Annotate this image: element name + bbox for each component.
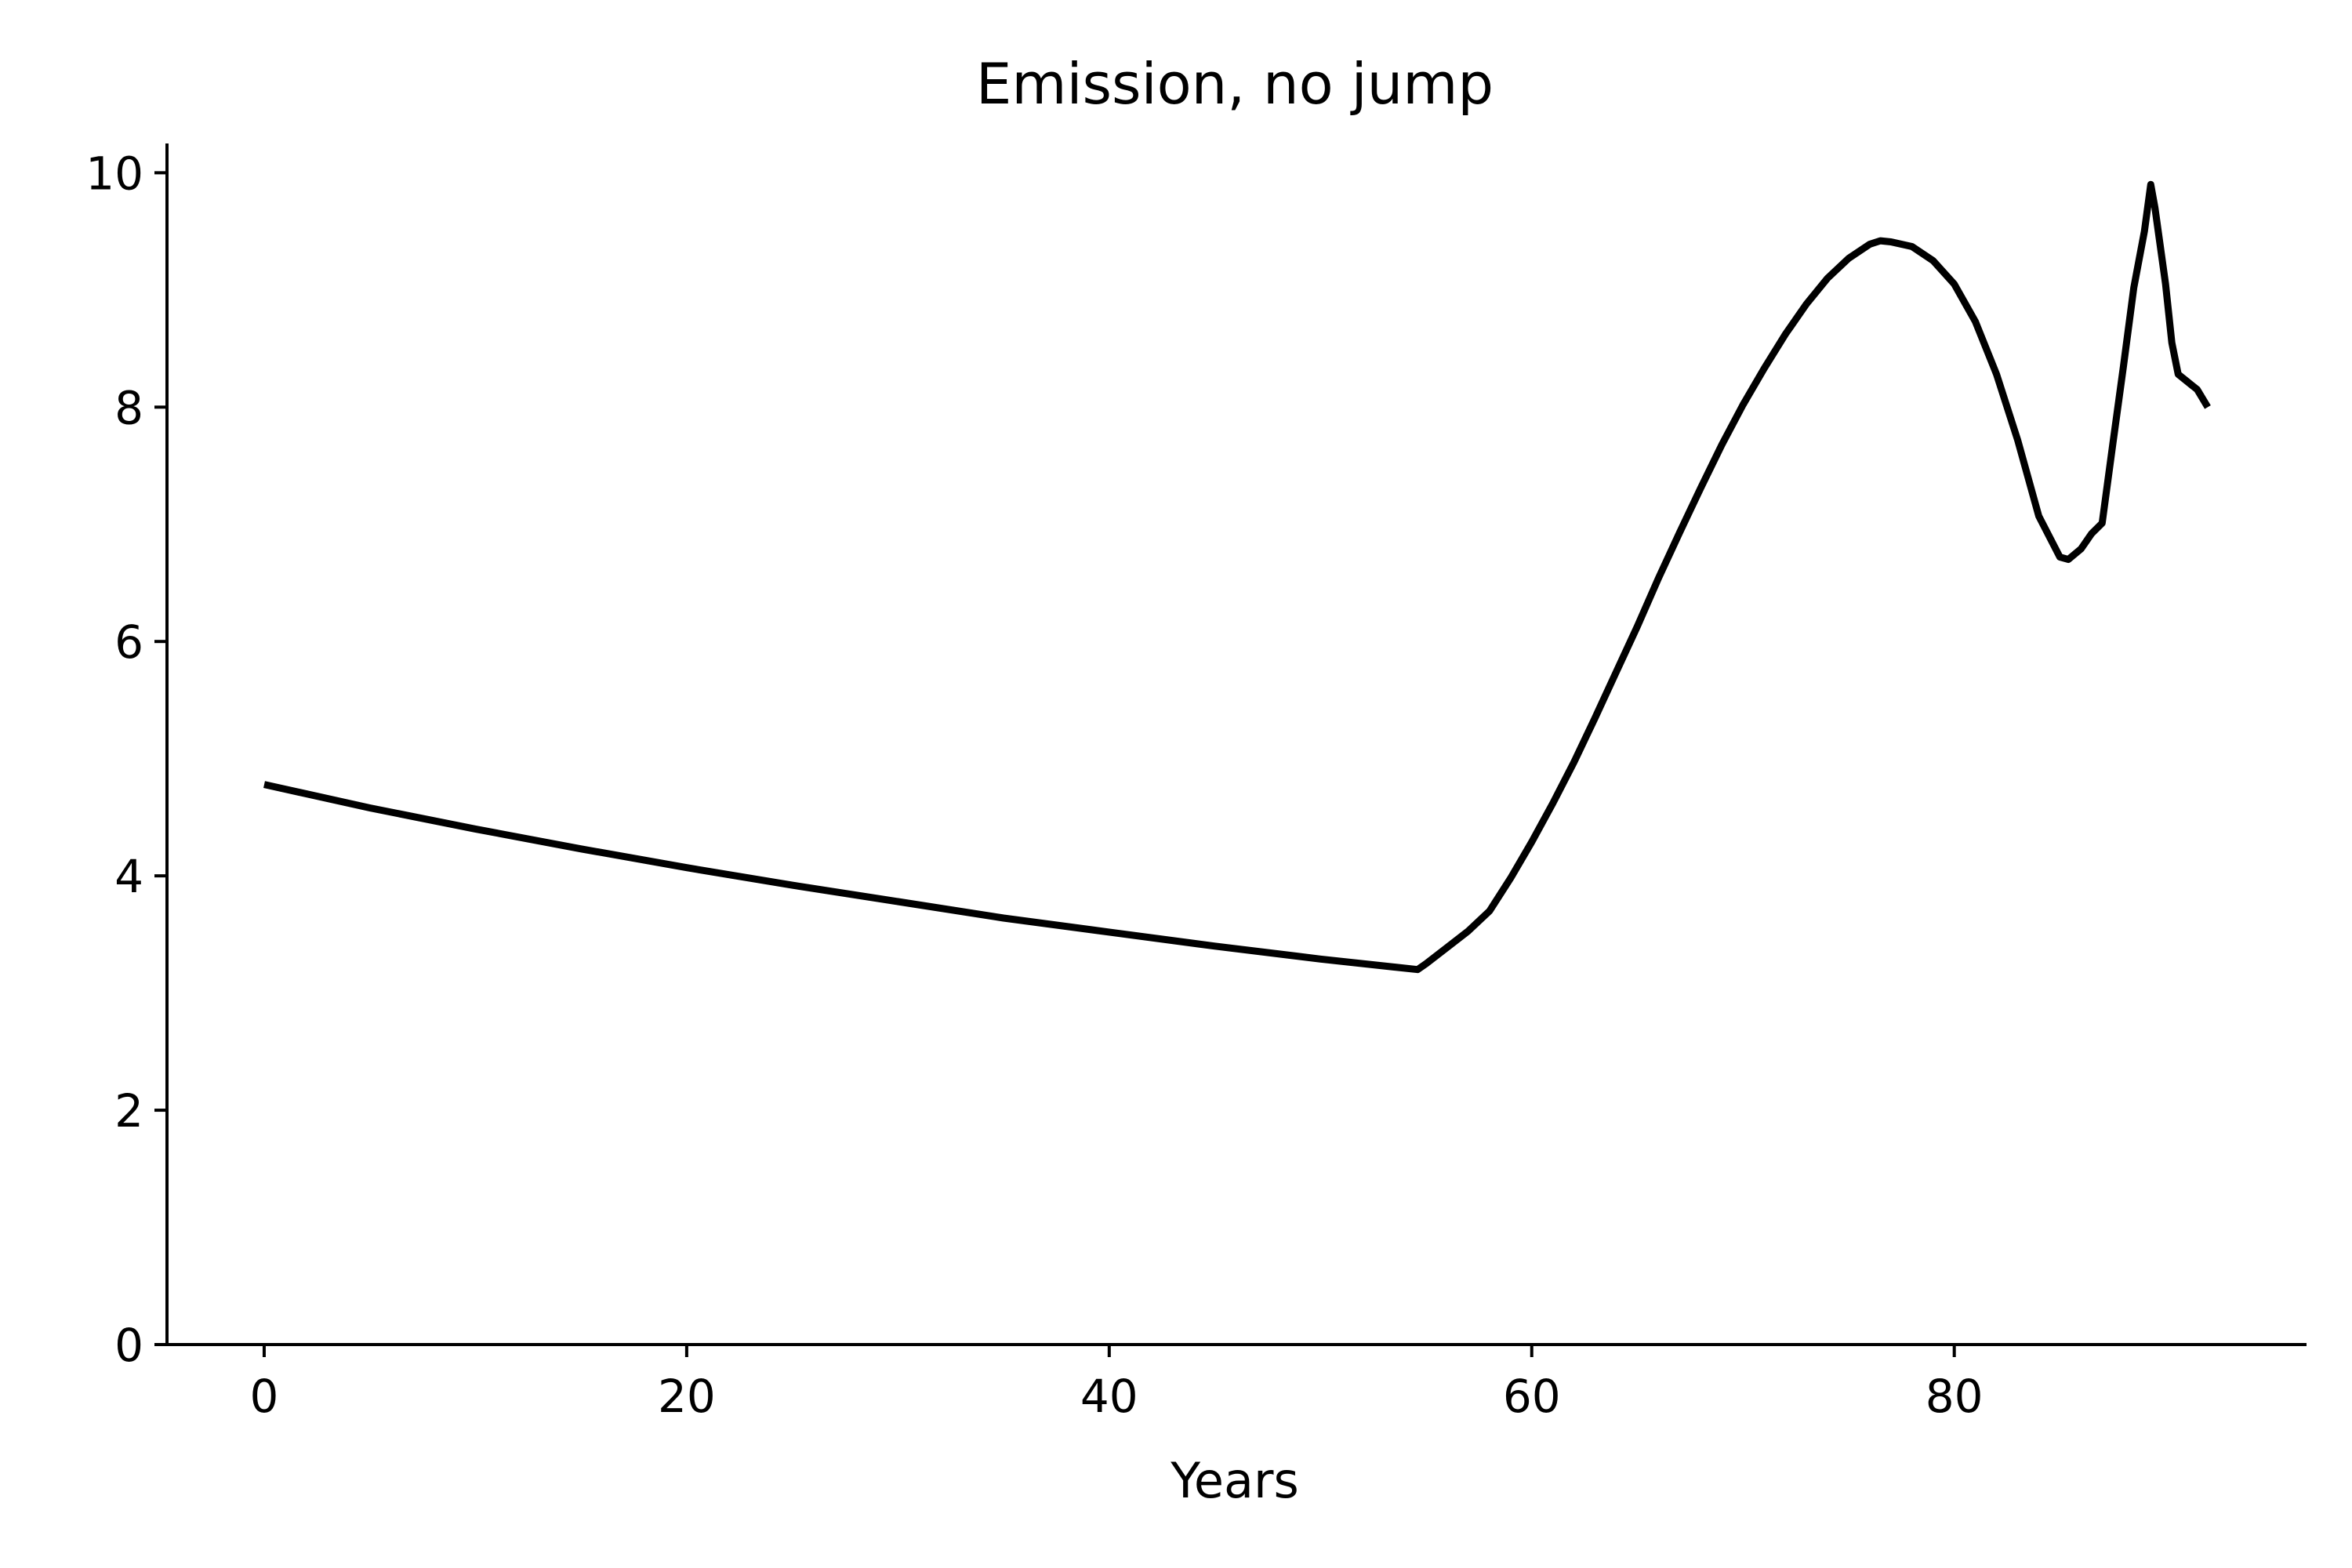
y-tick-label: 10 (85, 147, 143, 200)
x-axis-label: Years (1170, 1452, 1299, 1509)
y-tick-label: 6 (114, 615, 143, 669)
y-tick-label: 4 (114, 850, 143, 903)
x-tick-label: 20 (658, 1370, 716, 1423)
x-axis: 0 20 40 60 80 (165, 1343, 2307, 1423)
series-line-emission (263, 180, 2211, 974)
x-tick-label: 0 (250, 1370, 279, 1423)
y-tick-label: 0 (114, 1319, 143, 1372)
plot-area (263, 180, 2211, 974)
x-tick-label: 40 (1080, 1370, 1138, 1423)
chart-title: Emission, no jump (976, 51, 1494, 117)
y-tick-label: 2 (114, 1084, 143, 1138)
y-tick-label: 8 (114, 381, 143, 434)
x-tick-label: 80 (1926, 1370, 1984, 1423)
y-axis: 0 2 4 6 8 10 (85, 143, 169, 1372)
x-tick-label: 60 (1503, 1370, 1561, 1423)
